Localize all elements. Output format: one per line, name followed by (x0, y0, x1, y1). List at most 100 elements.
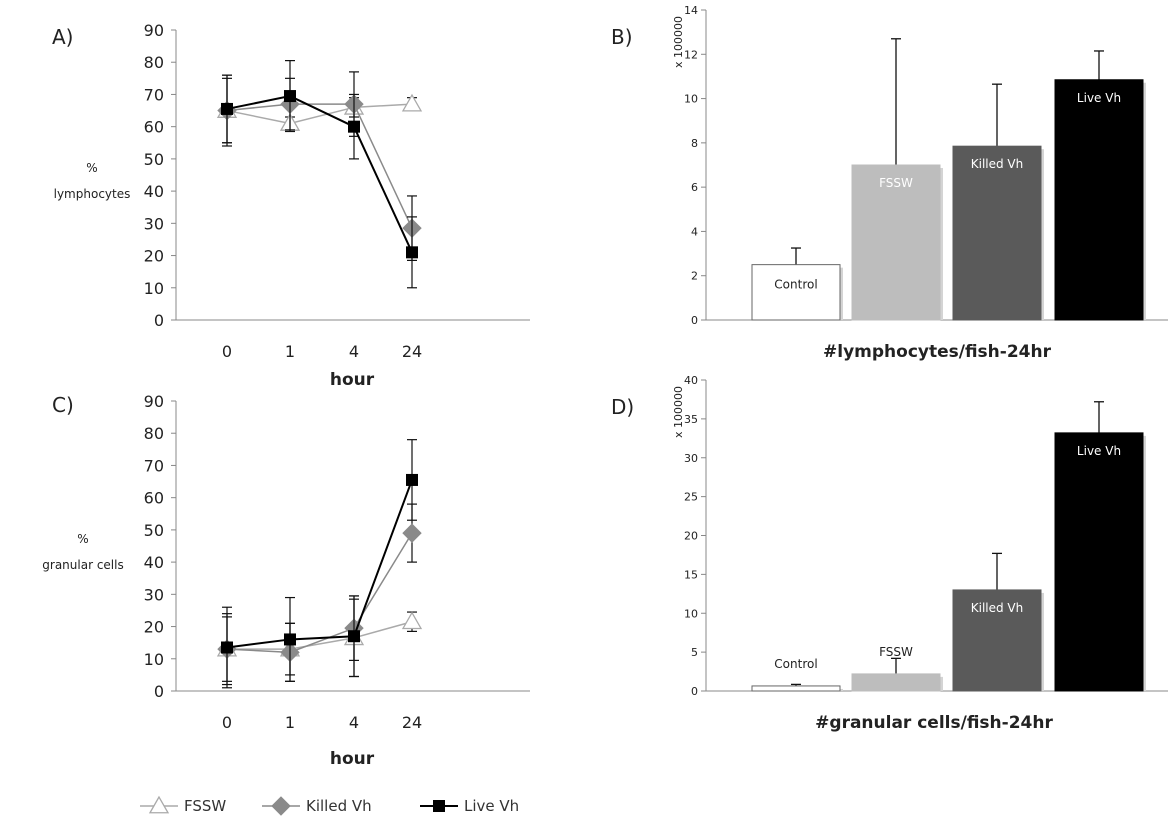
bar (751, 264, 841, 321)
panel-label: D) (611, 395, 634, 419)
panel-label: A) (52, 25, 73, 49)
series-line (226, 532, 413, 654)
bar-label: FSSW (879, 176, 913, 190)
y-tick-label: 35 (684, 413, 698, 426)
legend-label: FSSW (184, 797, 226, 815)
x-tick-label: 24 (402, 713, 422, 732)
y-axis-label: granular cells (42, 558, 123, 572)
data-point (284, 90, 296, 103)
data-point (221, 102, 233, 115)
bar (1054, 432, 1144, 692)
y-tick-label: 4 (691, 225, 698, 238)
bar (952, 145, 1042, 321)
y-unit-label: x 100000 (672, 16, 685, 68)
series-line (226, 103, 413, 229)
y-tick-label: 20 (684, 530, 698, 543)
y-tick-label: 60 (144, 489, 164, 508)
y-tick-label: 70 (144, 85, 164, 104)
data-point (348, 120, 360, 133)
x-tick-label: 1 (285, 342, 295, 361)
y-tick-label: 30 (144, 585, 164, 604)
y-tick-label: 20 (144, 247, 164, 266)
y-tick-label: 40 (144, 553, 164, 572)
x-tick-label: 4 (349, 713, 359, 732)
y-tick-label: 8 (691, 137, 698, 150)
y-tick-label: 5 (691, 646, 698, 659)
y-tick-label: 10 (144, 650, 164, 669)
y-tick-label: 0 (691, 685, 698, 698)
legend-marker (433, 800, 445, 812)
y-tick-label: 40 (684, 374, 698, 387)
y-unit-label: x 100000 (672, 386, 685, 438)
bar (1054, 79, 1144, 321)
x-axis-title: hour (330, 370, 375, 390)
y-tick-label: 70 (144, 456, 164, 475)
y-tick-label: 60 (144, 118, 164, 137)
y-tick-label: 90 (144, 21, 164, 40)
y-axis-label: % (77, 532, 88, 546)
legend-marker (148, 795, 170, 814)
x-tick-label: 1 (285, 713, 295, 732)
y-tick-label: 20 (144, 618, 164, 637)
data-point (348, 630, 360, 643)
y-tick-label: 6 (691, 181, 698, 194)
data-point (221, 641, 233, 654)
bar (851, 164, 941, 321)
panel-label: B) (611, 25, 633, 49)
y-tick-label: 0 (691, 314, 698, 327)
y-tick-label: 30 (684, 452, 698, 465)
legend-label: Live Vh (464, 797, 519, 815)
series-line (226, 95, 413, 253)
y-axis-label: lymphocytes (54, 187, 131, 201)
y-axis-label: % (86, 161, 97, 175)
data-point (401, 93, 423, 112)
series-killed-vh (217, 503, 422, 682)
y-tick-label: 10 (684, 607, 698, 620)
bar-label: Live Vh (1077, 444, 1121, 458)
x-tick-label: 4 (349, 342, 359, 361)
y-tick-label: 14 (684, 4, 698, 17)
series-live-vh (221, 60, 418, 289)
y-tick-label: 80 (144, 53, 164, 72)
panel-a: A) 0 10 20 30 40 50 60 70 80 90% lymphocytes 0 1 4 24 ho… (52, 21, 530, 390)
bar-label: Killed Vh (971, 601, 1024, 615)
panel-d: D) 0 5 10 15 20 25 30 35 40x 100000 Control FSSW Kil… (611, 374, 1168, 733)
bar-label: Killed Vh (971, 157, 1024, 171)
series-line (226, 479, 413, 649)
data-point (402, 523, 422, 543)
series-killed-vh (217, 71, 422, 261)
x-tick-label: 24 (402, 342, 422, 361)
y-tick-label: 0 (154, 311, 164, 330)
bar (851, 673, 941, 692)
y-tick-label: 15 (684, 568, 698, 581)
y-tick-label: 10 (144, 279, 164, 298)
x-axis-title: hour (330, 749, 375, 769)
y-tick-label: 0 (154, 682, 164, 701)
bar-label: Live Vh (1077, 91, 1121, 105)
y-tick-label: 50 (144, 521, 164, 540)
bar-label: Control (774, 657, 817, 671)
legend-marker (271, 796, 291, 816)
x-axis-title: #granular cells/fish-24hr (815, 713, 1053, 733)
panel-c: C) 0 10 20 30 40 50 60 70 80 90% granular cells 0 1 4 2… (42, 392, 530, 769)
y-tick-label: 80 (144, 424, 164, 443)
y-tick-label: 10 (684, 93, 698, 106)
x-tick-label: 0 (222, 342, 232, 361)
y-tick-label: 25 (684, 491, 698, 504)
y-tick-label: 30 (144, 214, 164, 233)
panel-b: B) 0 2 4 6 8 10 12 14x 100000 Control FSSW Killed V… (611, 4, 1168, 362)
y-tick-label: 90 (144, 392, 164, 411)
series-line (227, 620, 413, 650)
y-tick-label: 40 (144, 182, 164, 201)
data-point (406, 473, 418, 486)
series-line (226, 103, 413, 125)
data-point (284, 633, 296, 646)
bar (952, 589, 1042, 692)
y-tick-label: 50 (144, 150, 164, 169)
bar-label: Control (774, 278, 817, 292)
panel-label: C) (52, 393, 74, 417)
series-live-vh (221, 439, 418, 689)
data-point (401, 611, 423, 630)
bar-label: FSSW (879, 645, 913, 659)
